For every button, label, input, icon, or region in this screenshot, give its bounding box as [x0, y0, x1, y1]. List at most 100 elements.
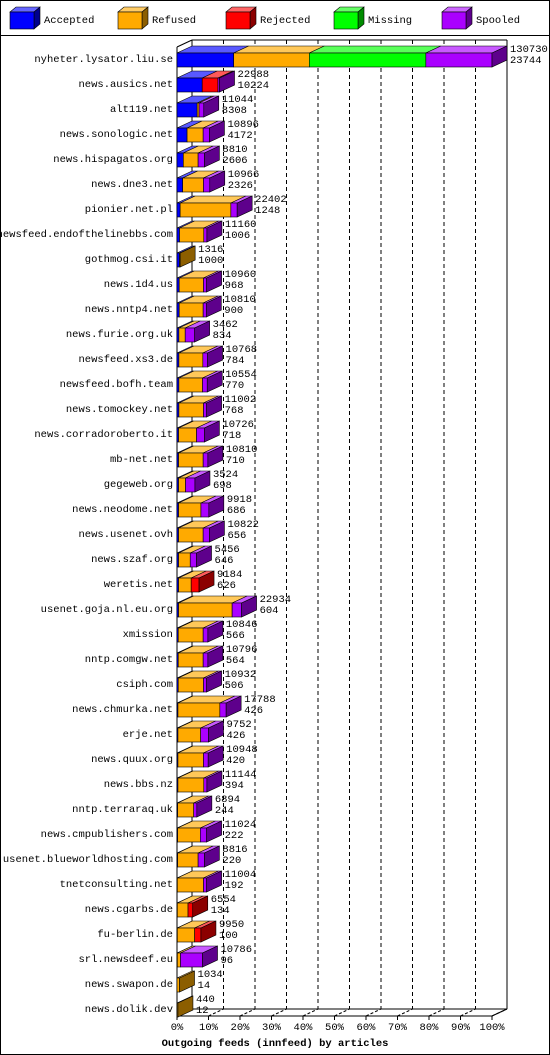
axis-top: [176, 39, 193, 48]
y-tick-label: news.usenet.ovh: [78, 529, 173, 541]
bar-label: 10896: [227, 119, 259, 131]
y-tick-label: news.hispagatos.org: [53, 154, 173, 166]
bar-side: [194, 470, 211, 493]
bar: [231, 602, 242, 618]
y-tick-label: news.sonologic.net: [60, 129, 173, 141]
bar: [219, 702, 227, 718]
bar: [203, 752, 209, 768]
bar: [176, 277, 180, 293]
bar-side: [206, 220, 223, 243]
x-tick-label: 30%: [262, 1022, 282, 1034]
y-tick-label: pionier.net.pl: [85, 204, 173, 216]
bar-label: 10846: [226, 619, 258, 631]
legend-label: Accepted: [44, 15, 94, 27]
y-tick-label: nntp.terraraq.uk: [72, 804, 173, 816]
bar-label: 770: [225, 380, 244, 392]
bar: [193, 802, 198, 818]
bar-side: [491, 45, 508, 68]
bar: [178, 327, 186, 343]
bar: [177, 902, 189, 918]
bar-label: 8816: [222, 844, 247, 856]
bar-side: [177, 995, 194, 1018]
bar-side: [192, 895, 209, 918]
bar-label: 426: [244, 705, 263, 717]
bar: [180, 952, 203, 968]
y-tick-label: usenet.blueworldhosting.com: [3, 854, 173, 866]
bar: [177, 677, 204, 693]
bar: [202, 627, 209, 643]
bar-label: 11024: [225, 819, 257, 831]
bar: [203, 677, 207, 693]
bar: [177, 702, 221, 718]
bar-side: [207, 445, 224, 468]
floor-line: [334, 1008, 350, 1017]
bar: [176, 152, 184, 168]
y-tick-label: srl.newsdeef.eu: [78, 954, 173, 966]
x-tick-label: 0%: [171, 1022, 184, 1034]
bar: [176, 302, 180, 318]
legend-label: Missing: [368, 15, 412, 27]
bar-label: 2326: [228, 180, 253, 192]
bar-label: 10768: [226, 344, 258, 356]
bar-label: 9752: [227, 719, 252, 731]
y-tick-label: news.cgarbs.de: [85, 904, 173, 916]
bar: [177, 727, 201, 743]
bar-label: 11044: [222, 94, 254, 106]
axis-title: Outgoing feeds (innfeed) by articles: [162, 1038, 389, 1050]
bar: [177, 652, 204, 668]
y-tick-label: fu-berlin.de: [97, 929, 173, 941]
bar-side: [236, 195, 253, 218]
x-tick-label: 90%: [451, 1022, 471, 1034]
y-tick-label: tnetconsulting.net: [60, 879, 173, 891]
bar-label: 8308: [222, 105, 247, 117]
bar-side: [196, 545, 212, 568]
bar-label: 11160: [225, 219, 257, 231]
y-tick-label: news.dne3.net: [91, 179, 173, 191]
bar-label: 1034: [198, 969, 223, 981]
y-tick-label: gegeweb.org: [104, 479, 173, 491]
floor-line: [428, 1008, 445, 1017]
y-tick-label: news.tomockey.net: [66, 404, 173, 416]
bar-label: 134: [211, 905, 230, 917]
bar: [178, 352, 204, 368]
bar: [202, 652, 209, 668]
bar-side: [204, 145, 220, 168]
bar-label: 900: [224, 305, 243, 317]
bar: [178, 302, 204, 318]
bar: [186, 127, 204, 143]
y-tick-label: news.nntp4.net: [85, 304, 173, 316]
bar-side: [206, 770, 223, 793]
bar: [202, 377, 208, 393]
bar-label: 3462: [213, 319, 238, 331]
bar-side: [209, 520, 225, 543]
bar: [203, 277, 207, 293]
bar-label: 1248: [255, 205, 280, 217]
y-tick-label: news.bbs.nz: [104, 779, 173, 791]
bar: [197, 852, 205, 868]
y-tick-label: nyheter.lysator.liu.se: [34, 54, 173, 66]
bar-label: 1000: [198, 255, 223, 267]
bar-side: [207, 345, 223, 368]
bar-label: 710: [226, 455, 245, 467]
bar-label: 564: [226, 655, 245, 667]
bar-label: 10786: [221, 944, 253, 956]
y-tick-label: usenet.goja.nl.eu.org: [41, 604, 173, 616]
bar-label: 604: [260, 605, 279, 617]
bar-side: [207, 620, 224, 643]
bar: [177, 852, 199, 868]
bar: [197, 152, 205, 168]
legend-label: Spooled: [476, 15, 520, 27]
bar: [203, 227, 208, 243]
bar-label: 11002: [225, 394, 257, 406]
bar: [176, 52, 235, 68]
y-tick-label: weretis.net: [104, 579, 173, 591]
x-tick-label: 100%: [479, 1022, 505, 1034]
bar-label: 698: [213, 480, 232, 492]
y-tick-label: newsfeed.endofthelinebbs.com: [0, 229, 173, 241]
y-tick-label: news.dolik.dev: [85, 1004, 173, 1016]
bar: [233, 52, 310, 68]
bar-label: 10948: [226, 744, 258, 756]
bar-label: 420: [226, 755, 245, 767]
bar-label: 192: [225, 880, 244, 892]
